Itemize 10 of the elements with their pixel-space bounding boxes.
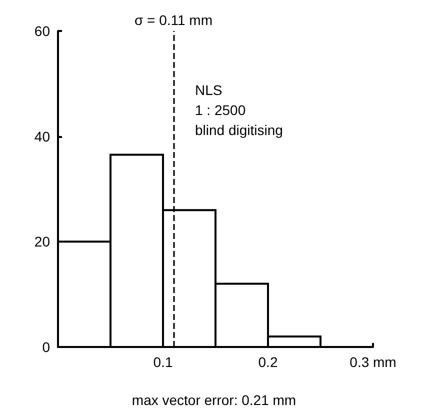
x-tick-label: 0.1 xyxy=(153,354,173,370)
ref-line-label: σ = 0.11 mm xyxy=(134,12,213,28)
y-tick-label: 60 xyxy=(34,23,50,39)
text: max vector error: 0.21 mm xyxy=(132,392,296,408)
x-tick-label: 0.3 mm xyxy=(350,354,396,370)
y-tick-label: 0 xyxy=(42,339,50,355)
y-tick-label: 40 xyxy=(34,128,50,144)
y-tick-label: 20 xyxy=(34,234,50,250)
x-tick-label: 0.2 xyxy=(258,354,278,370)
annotation: NLS 1 : 2500 blind digitising xyxy=(195,82,283,138)
